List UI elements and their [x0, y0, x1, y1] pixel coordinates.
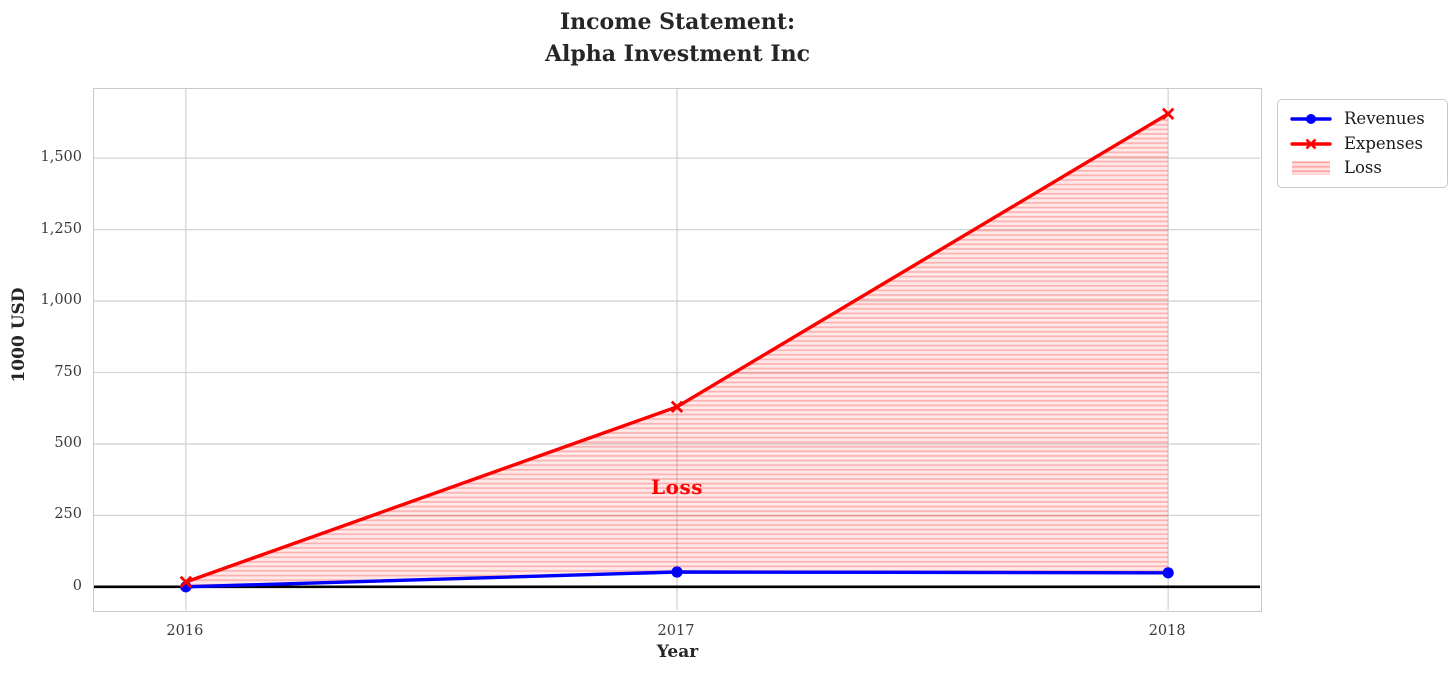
legend-label: Loss	[1344, 158, 1382, 177]
revenues-marker	[1162, 567, 1174, 579]
legend-label: Expenses	[1344, 133, 1424, 153]
chart-title-line2: Alpha Investment Inc	[544, 40, 811, 67]
x-tick-label: 2018	[1148, 623, 1186, 639]
y-tick-label: 1,000	[40, 292, 82, 309]
chart-title-line1: Income Statement:	[559, 9, 796, 35]
y-tick-label: 250	[54, 506, 82, 523]
chart-title: Income Statement: Alpha Investment Inc	[93, 7, 1262, 71]
legend-item-expenses: Expenses	[1290, 133, 1437, 155]
loss-annotation: Loss	[651, 474, 703, 499]
expenses-marker	[670, 400, 684, 413]
legend-swatch-line-x	[1290, 135, 1332, 153]
y-tick-label: 1,500	[40, 149, 82, 166]
y-tick-label: 0	[72, 577, 82, 594]
legend-item-revenues: Revenues	[1290, 108, 1437, 130]
x-tick-label: 2016	[166, 623, 204, 639]
expenses-marker	[179, 575, 193, 589]
legend-swatch-line-circle	[1290, 110, 1332, 128]
legend-label: Revenues	[1344, 109, 1425, 128]
legend-swatch-hatch	[1290, 159, 1332, 177]
y-tick-label: 500	[54, 434, 82, 451]
plot-canvas	[94, 89, 1260, 610]
legend: Revenues Expenses Loss	[1277, 99, 1448, 188]
y-tick-label: 1,250	[40, 220, 82, 237]
x-tick-label: 2017	[657, 623, 695, 639]
y-tick-label: 750	[54, 363, 82, 380]
legend-item-loss: Loss	[1290, 157, 1437, 179]
revenues-marker	[671, 566, 683, 578]
x-axis-label: Year	[656, 642, 699, 662]
loss-area	[185, 113, 1169, 587]
expenses-marker	[1161, 107, 1175, 121]
plot-area: Loss	[93, 88, 1262, 612]
